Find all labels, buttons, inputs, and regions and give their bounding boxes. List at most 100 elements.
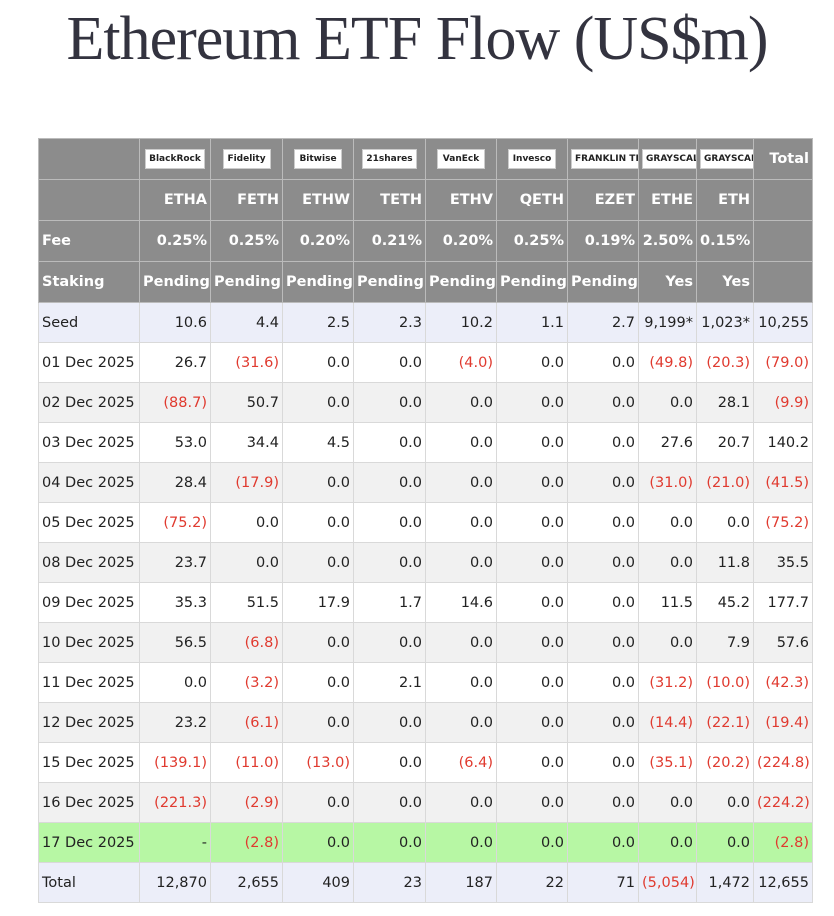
header-row: ETHA FETH ETHW TETH ETHV QETH EZET ETHE ETH [38, 179, 813, 221]
value-cell: 0.0 [425, 662, 497, 703]
value-cell: (10.0) [696, 662, 754, 703]
value-cell: 35.5 [753, 542, 813, 583]
fee-cell: 0.25% [496, 220, 568, 262]
value-cell: 2.7 [567, 302, 639, 343]
value-cell: 0.0 [282, 342, 354, 383]
value-cell: (31.6) [210, 342, 283, 383]
value-cell: 0.0 [425, 822, 497, 863]
ticker-cell: ETHV [425, 179, 497, 221]
ticker-cell: ETHW [282, 179, 354, 221]
row-label: 15 Dec 2025 [38, 742, 140, 783]
value-cell: 0.0 [353, 342, 426, 383]
value-cell: 0.0 [282, 502, 354, 543]
issuer-logo: 21shares [362, 149, 417, 169]
row-label: 05 Dec 2025 [38, 502, 140, 543]
value-cell: 0.0 [353, 742, 426, 783]
blank-cell [753, 220, 813, 262]
value-cell: 0.0 [638, 502, 697, 543]
value-cell: (42.3) [753, 662, 813, 703]
staking-label: Staking [38, 261, 140, 303]
fee-cell: 0.21% [353, 220, 426, 262]
value-cell: 7.9 [696, 622, 754, 663]
data-row: 05 Dec 2025 (75.2) 0.0 0.0 0.0 0.0 0.0 0.0 0.0 0.… [38, 502, 813, 543]
value-cell: 140.2 [753, 422, 813, 463]
value-cell: (6.1) [210, 702, 283, 743]
value-cell: 0.0 [496, 542, 568, 583]
staking-cell: Pending [210, 261, 283, 303]
issuer-logo: VanEck [437, 149, 485, 169]
row-label: 16 Dec 2025 [38, 782, 140, 823]
value-cell: 0.0 [353, 502, 426, 543]
value-cell: 34.4 [210, 422, 283, 463]
value-cell: (2.9) [210, 782, 283, 823]
staking-cell: Yes [638, 261, 697, 303]
value-cell: 0.0 [567, 542, 639, 583]
value-cell: (221.3) [139, 782, 211, 823]
value-cell: 0.0 [638, 542, 697, 583]
value-cell: 0.0 [282, 462, 354, 503]
data-row: 17 Dec 2025- (2.8) 0.0 0.0 0.0 0.0 0.0 0.0 0.0 (2… [38, 822, 813, 863]
value-cell: (14.4) [638, 702, 697, 743]
value-cell: 0.0 [567, 582, 639, 623]
value-cell: (31.0) [638, 462, 697, 503]
issuer-logo: GRAYSCALE [642, 149, 696, 169]
value-cell: 0.0 [496, 822, 568, 863]
value-cell: (2.8) [753, 822, 813, 863]
value-cell: (22.1) [696, 702, 754, 743]
fee-cell: 0.20% [425, 220, 497, 262]
value-cell: 0.0 [496, 622, 568, 663]
value-cell: 0.0 [567, 462, 639, 503]
value-cell: 20.7 [696, 422, 754, 463]
value-cell: 0.0 [496, 422, 568, 463]
row-label: 03 Dec 2025 [38, 422, 140, 463]
fee-cell: 0.15% [696, 220, 754, 262]
value-cell: 0.0 [496, 662, 568, 703]
fee-cell: 0.19% [567, 220, 639, 262]
row-label: 12 Dec 2025 [38, 702, 140, 743]
issuer-cell: VanEck [425, 138, 497, 180]
value-cell: 10.2 [425, 302, 497, 343]
value-cell: 0.0 [567, 622, 639, 663]
row-label: 08 Dec 2025 [38, 542, 140, 583]
table-head: BlackRock Fidelity Bitwise 21shares VanEck In… [38, 138, 813, 303]
value-cell: 0.0 [425, 702, 497, 743]
value-cell: 50.7 [210, 382, 283, 423]
value-cell: (49.8) [638, 342, 697, 383]
value-cell: 0.0 [353, 622, 426, 663]
value-cell: 177.7 [753, 582, 813, 623]
value-cell: 0.0 [210, 502, 283, 543]
total-row: Total 12,870 2,655 409 23 187 22 71 (5,054) 1,472… [38, 862, 813, 903]
value-cell: 11.8 [696, 542, 754, 583]
ticker-label [38, 179, 140, 221]
value-cell: 0.0 [425, 542, 497, 583]
value-cell: (35.1) [638, 742, 697, 783]
value-cell: 28.1 [696, 382, 754, 423]
value-cell: (139.1) [139, 742, 211, 783]
value-cell: 1.7 [353, 582, 426, 623]
value-cell: 0.0 [282, 542, 354, 583]
value-cell: 0.0 [353, 422, 426, 463]
value-cell: (11.0) [210, 742, 283, 783]
value-cell: (224.2) [753, 782, 813, 823]
value-cell: 12,655 [753, 862, 813, 903]
data-row: Seed 10.6 4.4 2.5 2.3 10.2 1.1 2.7 9,199* 1,023* 1… [38, 302, 813, 343]
value-cell: 0.0 [353, 822, 426, 863]
value-cell: 4.5 [282, 422, 354, 463]
value-cell: 0.0 [567, 342, 639, 383]
value-cell: 0.0 [353, 702, 426, 743]
value-cell: 0.0 [139, 662, 211, 703]
value-cell: 10,255 [753, 302, 813, 343]
issuer-cell: BlackRock [139, 138, 211, 180]
value-cell: (6.4) [425, 742, 497, 783]
value-cell: (17.9) [210, 462, 283, 503]
value-cell: 22 [496, 862, 568, 903]
value-cell: 11.5 [638, 582, 697, 623]
header-row: Staking Pending Pending Pending Pending Pendi… [38, 261, 813, 303]
value-cell: 0.0 [496, 742, 568, 783]
value-cell: 0.0 [567, 662, 639, 703]
issuer-cell: Fidelity [210, 138, 283, 180]
value-cell: 23 [353, 862, 426, 903]
row-label: Seed [38, 302, 140, 343]
issuer-logo: Fidelity [222, 149, 271, 169]
value-cell: 409 [282, 862, 354, 903]
